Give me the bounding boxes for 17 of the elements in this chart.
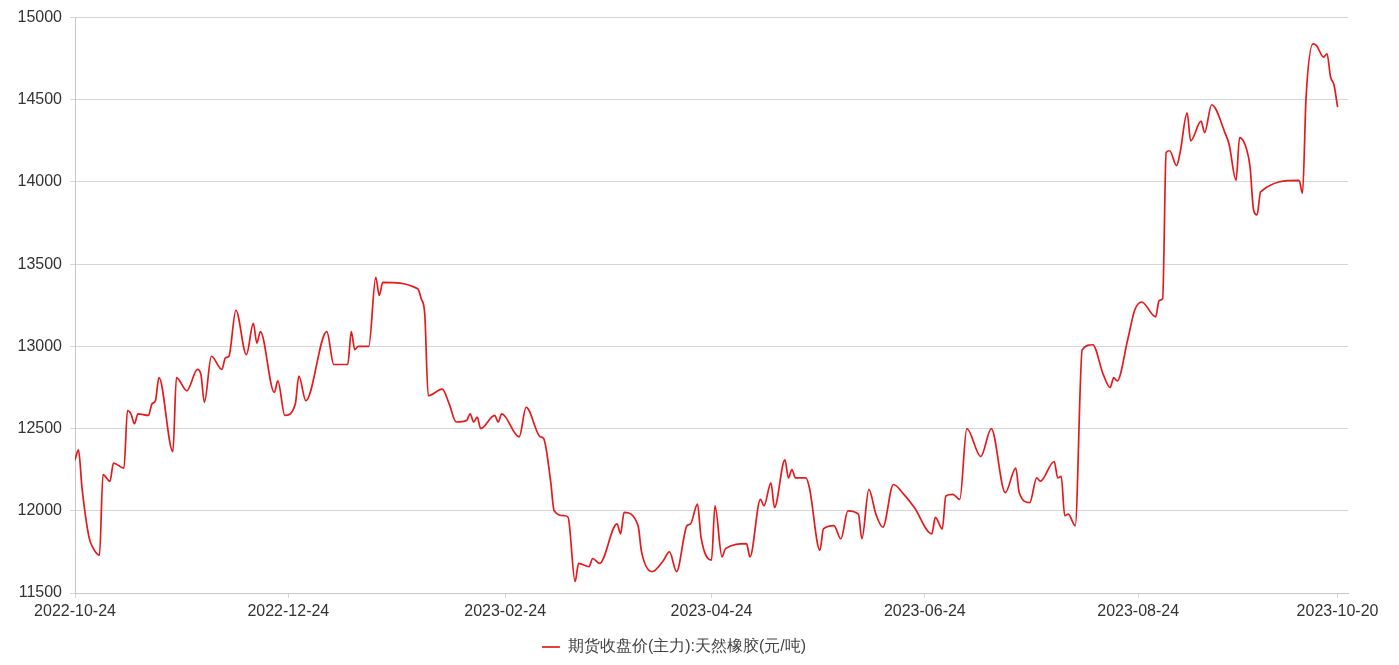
x-tick-label: 2023-04-24 bbox=[670, 602, 753, 620]
x-tick-label: 2023-06-24 bbox=[883, 602, 966, 620]
y-tick-label: 13000 bbox=[17, 336, 63, 354]
y-tick-label: 11500 bbox=[18, 583, 63, 601]
y-tick-label: 12000 bbox=[17, 501, 63, 519]
x-tick-label: 2022-12-24 bbox=[247, 602, 330, 620]
x-tick-label: 2022-10-24 bbox=[34, 602, 117, 620]
legend-label: 期货收盘价(主力):天然橡胶(元/吨) bbox=[567, 637, 807, 655]
x-tick-label: 2023-02-24 bbox=[464, 602, 547, 620]
y-tick-label: 14000 bbox=[17, 172, 63, 190]
y-tick-label: 12500 bbox=[17, 419, 63, 437]
x-tick-label: 2023-10-20 bbox=[1296, 602, 1379, 620]
y-tick-label: 13500 bbox=[17, 254, 63, 272]
y-tick-label: 15000 bbox=[17, 8, 63, 26]
x-tick-label: 2023-08-24 bbox=[1097, 602, 1180, 620]
line-series bbox=[75, 43, 1339, 583]
y-tick-label: 14500 bbox=[17, 90, 63, 108]
